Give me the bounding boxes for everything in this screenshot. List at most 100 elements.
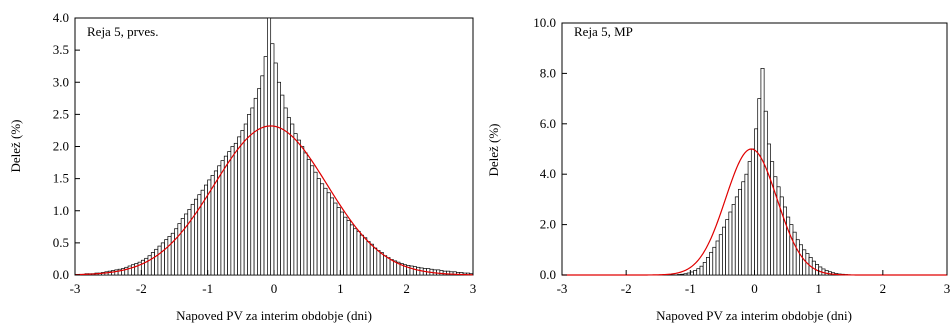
histogram-bar: [267, 17, 272, 276]
histogram-bar: [170, 232, 175, 276]
histogram-bar: [702, 262, 707, 276]
histogram-bar: [293, 133, 298, 276]
x-tick-label: 0: [751, 281, 758, 296]
histogram-bar: [260, 75, 265, 276]
y-tick-label: 1.0: [53, 203, 69, 218]
histogram-bar: [383, 255, 388, 276]
histogram-bar: [243, 123, 248, 276]
histogram-bar: [677, 274, 682, 276]
histogram-bar: [728, 211, 733, 276]
histogram-bar: [237, 136, 242, 276]
histogram-bar: [760, 68, 765, 276]
histogram-bar: [386, 257, 391, 276]
histogram-bar: [709, 251, 714, 276]
histogram-bar: [240, 130, 245, 276]
histogram-bar: [734, 196, 739, 276]
histogram-bar: [177, 223, 182, 276]
histogram-bar: [323, 187, 328, 276]
x-tick-label: 2: [880, 281, 887, 296]
histogram-bar: [706, 257, 710, 276]
y-tick-label: 0.5: [53, 235, 69, 250]
histogram-bar: [750, 148, 755, 276]
histogram-bar: [738, 188, 743, 276]
histogram-bar: [436, 269, 441, 276]
histogram-bar: [273, 62, 278, 276]
x-tick-label: 3: [470, 281, 477, 296]
y-tick-label: 8.0: [540, 65, 556, 80]
histogram-bar: [722, 226, 726, 276]
x-axis-ticks: -3 -2 -1 0 1 2 3: [557, 270, 951, 296]
y-tick-label: 3.0: [53, 74, 69, 89]
x-tick-label: 1: [815, 281, 822, 296]
histogram-bar: [320, 183, 325, 276]
x-tick-label: -1: [202, 281, 213, 296]
histogram-bar: [763, 110, 768, 276]
histogram-bar: [210, 175, 215, 276]
histogram-bar: [310, 165, 315, 276]
histogram-bar: [257, 88, 262, 276]
histogram-bar: [217, 165, 222, 276]
histogram-bar: [795, 239, 800, 276]
histogram-bar: [346, 220, 351, 276]
histogram-bar: [286, 117, 291, 276]
histogram-bar: [157, 245, 162, 276]
histogram-bar: [326, 192, 331, 276]
histogram-bar: [389, 259, 394, 276]
x-tick-label: 2: [403, 281, 410, 296]
histogram-bar: [333, 202, 338, 276]
histogram-bar: [802, 249, 807, 276]
y-tick-label: 1.5: [53, 171, 69, 186]
y-tick-label: 2.0: [53, 139, 69, 154]
histogram-bar: [303, 152, 308, 276]
y-tick-label: 0.0: [540, 267, 556, 282]
histogram-bar: [757, 98, 762, 276]
histogram-bar: [715, 240, 720, 276]
histogram-bar: [731, 204, 736, 276]
histogram-bar: [233, 142, 238, 276]
histogram-bar: [283, 107, 288, 276]
x-tick-label: -1: [685, 281, 696, 296]
histogram-bar: [263, 56, 268, 276]
histogram-bar: [313, 171, 318, 276]
histogram-bar: [184, 213, 189, 276]
y-axis-ticks: 0.0 2.0 4.0 6.0 8.0 10.0: [533, 15, 567, 282]
x-tick-label: 0: [271, 281, 278, 296]
histogram-bar: [131, 264, 136, 276]
histogram-bar: [699, 265, 704, 276]
x-axis-label: Napoved PV za interim obdobje (dni): [176, 308, 372, 323]
histogram-bar: [792, 231, 797, 276]
y-axis-ticks: 0.0 0.5 1.0 1.5 2.0 2.5 3.0 3.5 4.0: [53, 10, 80, 282]
histogram-bar: [223, 155, 228, 276]
histogram-bar: [290, 123, 295, 276]
histogram-bar: [359, 234, 364, 276]
histogram-bar: [747, 161, 752, 276]
y-tick-label: 0.0: [53, 267, 69, 282]
histogram-bar: [412, 266, 417, 276]
histogram-bar: [147, 255, 152, 276]
histogram-bar: [174, 228, 179, 276]
histogram-bar: [356, 230, 361, 276]
histogram-bar: [353, 228, 358, 276]
histogram-bar: [276, 81, 281, 276]
histogram-bar: [190, 203, 195, 276]
histogram-bar: [409, 265, 414, 276]
histogram-bar: [343, 216, 348, 276]
y-tick-label: 10.0: [533, 15, 556, 30]
histogram-bar: [741, 181, 746, 276]
histogram-bar: [712, 246, 717, 276]
histogram-bar: [799, 244, 803, 276]
histogram-bar: [683, 273, 688, 276]
histogram-bar: [150, 252, 155, 276]
panel-label: Reja 5, MP: [574, 24, 633, 39]
y-tick-label: 4.0: [53, 10, 69, 25]
x-tick-label: 3: [944, 281, 951, 296]
y-tick-label: 3.5: [53, 42, 69, 57]
normal-fit-curve: [74, 125, 474, 276]
histogram-bars: [677, 68, 852, 276]
x-axis-label: Napoved PV za interim obdobje (dni): [656, 308, 852, 323]
y-axis-label: Delež (%): [8, 119, 23, 172]
histogram-bar: [280, 94, 285, 276]
histogram-bar: [270, 43, 275, 276]
y-tick-label: 2.0: [540, 217, 556, 232]
